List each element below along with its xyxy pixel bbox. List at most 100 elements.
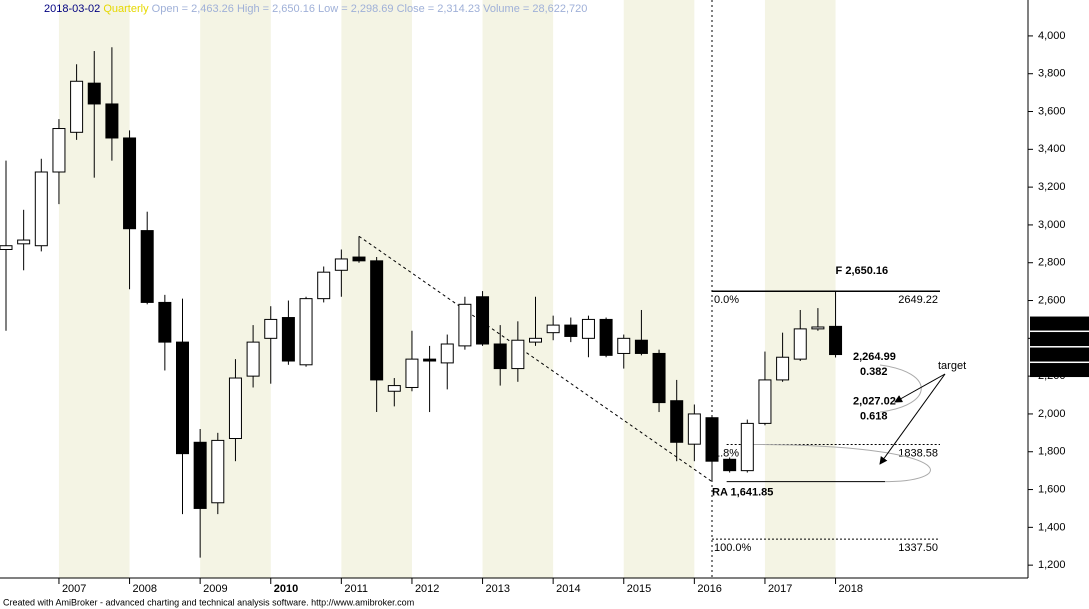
target-ratio: 0.618 xyxy=(860,411,888,423)
candle-body xyxy=(423,358,437,362)
price-box-label: 2,314.23 xyxy=(1033,317,1076,329)
year-band xyxy=(764,0,836,578)
x-tick-label: 2017 xyxy=(768,583,792,595)
candle-body xyxy=(670,400,684,443)
candle-body xyxy=(776,356,790,381)
fib-pct: 100.0% xyxy=(714,542,752,554)
header-date: 2018-03-02 xyxy=(44,3,100,15)
price-box-label: 2,314.23 xyxy=(1033,333,1076,345)
candle-body xyxy=(723,458,737,472)
candle-body xyxy=(17,239,31,245)
candle-body xyxy=(617,337,631,354)
y-tick-label: 2,800 xyxy=(1038,257,1066,269)
header: 2018-03-02 Quarterly Open = 2,463.26 Hig… xyxy=(44,3,587,15)
candle-body xyxy=(405,358,419,388)
candle-body xyxy=(299,298,313,366)
candle-body xyxy=(387,385,401,392)
candle-body xyxy=(70,80,84,133)
y-tick-label: 3,400 xyxy=(1038,143,1066,155)
candle-body xyxy=(123,137,137,230)
price-box-label: 2,314.23 xyxy=(1033,348,1076,360)
candle-body xyxy=(440,343,454,364)
x-tick-label: 2008 xyxy=(133,583,157,595)
candle-body xyxy=(581,318,595,339)
x-tick-label: 2014 xyxy=(556,583,580,595)
candle-body xyxy=(264,318,278,339)
target-arrow xyxy=(879,373,946,465)
target-arrow xyxy=(894,373,946,403)
x-tick-label: 2009 xyxy=(203,583,227,595)
fib-pct: 0.0% xyxy=(714,294,739,306)
x-tick-label: 2012 xyxy=(415,583,439,595)
ra-label: RA 1,641.85 xyxy=(712,487,773,499)
fib-price: 1838.58 xyxy=(898,447,938,459)
candle-body xyxy=(546,324,560,334)
price-box xyxy=(1030,363,1089,378)
candle-body xyxy=(652,352,666,404)
candle-body xyxy=(193,441,207,509)
candle-body xyxy=(228,377,242,440)
candle-body xyxy=(564,324,578,337)
footer: Created with AmiBroker - advanced charti… xyxy=(3,597,414,607)
y-tick-label: 1,200 xyxy=(1038,559,1066,571)
candle-body xyxy=(793,328,807,360)
candle-body xyxy=(634,339,648,354)
y-tick-label: 4,000 xyxy=(1038,30,1066,42)
x-tick-label: 2013 xyxy=(486,583,510,595)
candle-body xyxy=(687,413,701,445)
candle-body xyxy=(370,260,384,381)
candle-body xyxy=(493,343,507,370)
x-tick-label: 2007 xyxy=(62,583,86,595)
x-tick-label: 2015 xyxy=(627,583,651,595)
x-tick-label: 2011 xyxy=(344,583,368,595)
target-price: 2,027.02 xyxy=(853,396,896,408)
candle-body xyxy=(352,256,366,262)
candle-body xyxy=(458,303,472,347)
candle-body xyxy=(740,422,754,472)
year-band xyxy=(482,0,554,578)
candle-body xyxy=(158,301,172,343)
candle-body xyxy=(87,82,101,105)
candle-body xyxy=(281,317,295,362)
y-tick-label: 1,600 xyxy=(1038,483,1066,495)
y-tick-label: 2,600 xyxy=(1038,294,1066,306)
candle-body xyxy=(705,417,719,462)
candle-body xyxy=(511,339,525,370)
y-tick-label: 1,800 xyxy=(1038,446,1066,458)
header-info: Open = 2,463.26 High = 2,650.16 Low = 2,… xyxy=(152,3,588,15)
price-box-label: 2,314.23 xyxy=(1033,364,1076,376)
candle-body xyxy=(758,379,772,424)
price-box xyxy=(1030,347,1089,362)
header-interval: Quarterly xyxy=(103,3,149,15)
price-box xyxy=(1030,332,1089,347)
y-tick-label: 2,000 xyxy=(1038,408,1066,420)
arc xyxy=(879,364,922,413)
fib-price: 2649.22 xyxy=(898,294,938,306)
candle-body xyxy=(0,245,13,250)
price-box xyxy=(1030,316,1089,331)
x-tick-label: 2018 xyxy=(839,583,863,595)
y-tick-label: 3,600 xyxy=(1038,105,1066,117)
year-band xyxy=(200,0,271,578)
candle-body xyxy=(317,271,331,300)
f-label: F 2,650.16 xyxy=(836,265,889,277)
candle-body xyxy=(176,341,189,455)
y-tick-label: 3,200 xyxy=(1038,181,1066,193)
candle-body xyxy=(334,258,348,271)
year-band xyxy=(623,0,695,578)
x-tick-label: 2010 xyxy=(274,583,298,595)
arc xyxy=(747,443,931,483)
candle-body xyxy=(246,341,260,377)
candle-body xyxy=(529,337,542,343)
candle-body xyxy=(829,325,843,356)
candle-body xyxy=(211,439,225,504)
target-ratio: 0.382 xyxy=(860,366,888,378)
candle-body xyxy=(140,230,154,303)
x-tick-label: 2016 xyxy=(697,583,721,595)
y-tick-label: 1,400 xyxy=(1038,521,1066,533)
candle-body xyxy=(811,326,825,330)
candle-body xyxy=(34,171,48,247)
target-label: target xyxy=(938,360,966,372)
candle-body xyxy=(476,296,490,345)
